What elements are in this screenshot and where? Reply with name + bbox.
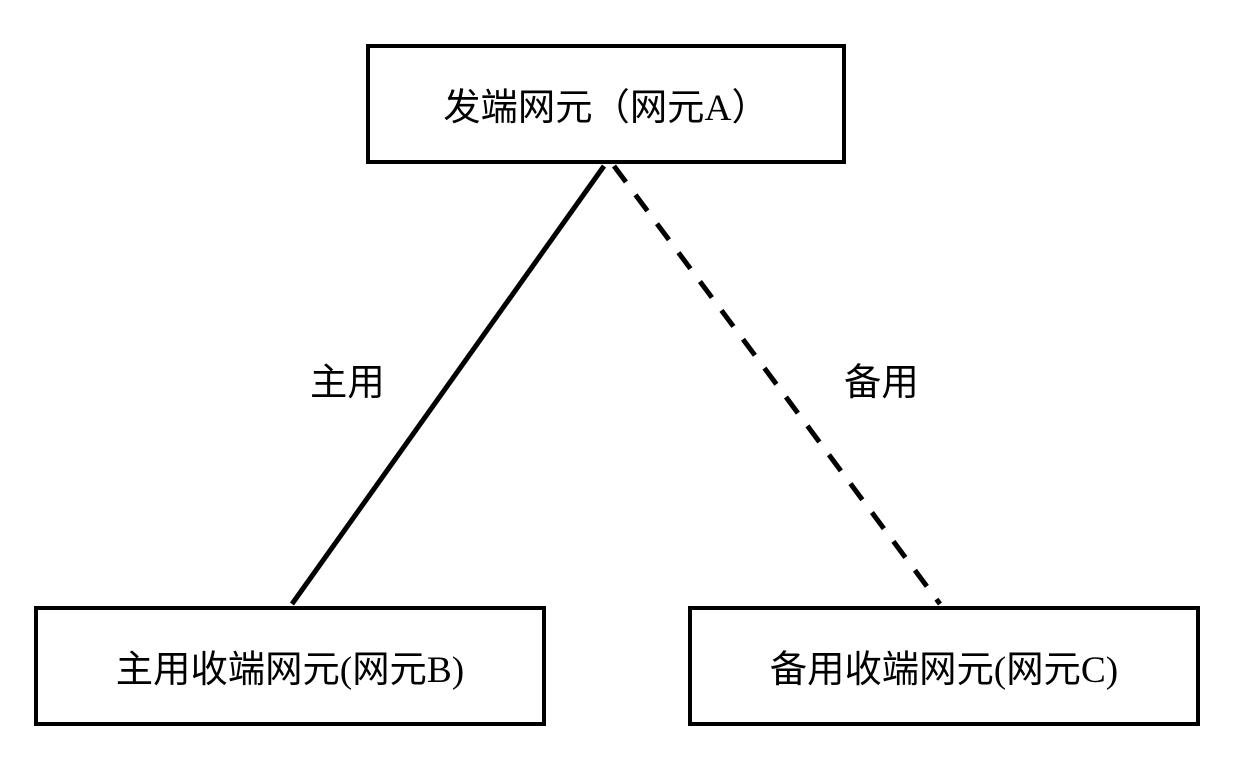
node-sender-label: 发端网元（网元A） (443, 77, 769, 131)
edge-backup-label: 备用 (844, 352, 919, 406)
node-primary-receiver: 主用收端网元(网元B) (34, 606, 546, 726)
node-backup-receiver: 备用收端网元(网元C) (688, 606, 1200, 726)
diagram-canvas: 发端网元（网元A） 主用收端网元(网元B) 备用收端网元(网元C) 主用 备用 (0, 0, 1240, 774)
node-primary-receiver-label: 主用收端网元(网元B) (116, 639, 464, 693)
edge-primary-label: 主用 (310, 352, 385, 406)
node-sender: 发端网元（网元A） (366, 44, 846, 164)
node-backup-receiver-label: 备用收端网元(网元C) (770, 639, 1118, 693)
